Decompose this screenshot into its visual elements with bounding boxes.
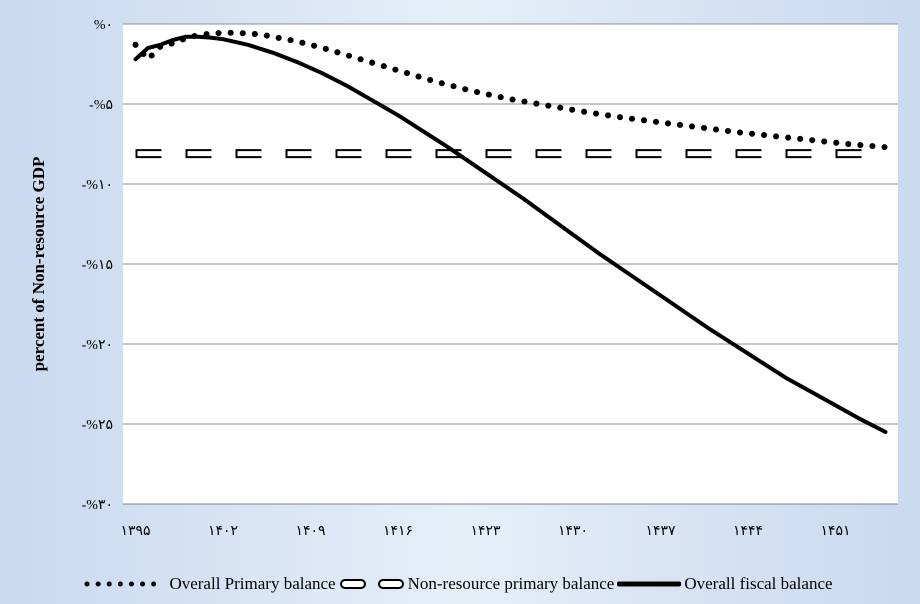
y-tick-label: %۰: [94, 18, 113, 33]
y-tick-label: -%۱۰: [82, 178, 113, 193]
line-chart: %۰ -%۵ -%۱۰ -%۱۵ -%۲۰ -%۲۵ -%۳۰ ۱۳۹۵ ۱۴۰۲ ۱۴۰۹ ۱۴…: [29, 18, 898, 539]
y-tick-label: -%۲۰: [82, 338, 113, 353]
dashed-hollow-line-swatch: [339, 579, 404, 589]
legend-item-overall-primary-balance: Overall Primary balance: [84, 574, 338, 594]
x-tick-label: ۱۴۱۶: [383, 524, 413, 539]
x-tick-labels: ۱۳۹۵ ۱۴۰۲ ۱۴۰۹ ۱۴۱۶ ۱۴۲۳ ۱۴۳۰ ۱۴۳۷ ۱۴۴۴ ۱۴۵۱: [120, 524, 850, 539]
x-tick-label: ۱۴۳۷: [645, 524, 676, 539]
series-line-overall-fiscal-balance: [133, 34, 888, 434]
legend-item-non-resource-primary-balance: Non-resource primary balance: [339, 574, 618, 594]
legend-item-overall-fiscal-balance: Overall fiscal balance: [617, 574, 835, 594]
y-tick-label: -%۱۵: [82, 258, 113, 273]
x-tick-label: ۱۴۰۹: [295, 524, 325, 539]
series-line-overall-primary-balance: [132, 29, 889, 151]
dotted-line-swatch: [84, 581, 167, 587]
solid-line-swatch: [617, 581, 682, 587]
y-tick-label: -%۵: [89, 98, 113, 113]
series-group: [132, 29, 889, 434]
y-tick-label: -%۳۰: [82, 498, 113, 513]
x-tick-label: ۱۴۲۳: [470, 524, 501, 539]
x-tick-label: ۱۳۹۵: [120, 524, 150, 539]
legend: Overall Primary balance Non-resource pri…: [0, 570, 920, 598]
y-tick-label: -%۲۵: [82, 418, 113, 433]
x-tick-label: ۱۴۳۰: [558, 524, 588, 539]
y-axis-title: percent of Non-resource GDP: [29, 157, 48, 372]
legend-label: Non-resource primary balance: [407, 574, 615, 593]
gridlines: [123, 23, 898, 425]
x-tick-label: ۱۴۰۲: [208, 524, 238, 539]
x-tick-label: ۱۴۵۱: [820, 524, 850, 539]
x-tick-label: ۱۴۴۴: [733, 524, 763, 539]
legend-label: Overall Primary balance: [169, 574, 336, 593]
y-tick-labels: %۰ -%۵ -%۱۰ -%۱۵ -%۲۰ -%۲۵ -%۳۰: [82, 18, 113, 513]
legend-label: Overall fiscal balance: [684, 574, 833, 593]
